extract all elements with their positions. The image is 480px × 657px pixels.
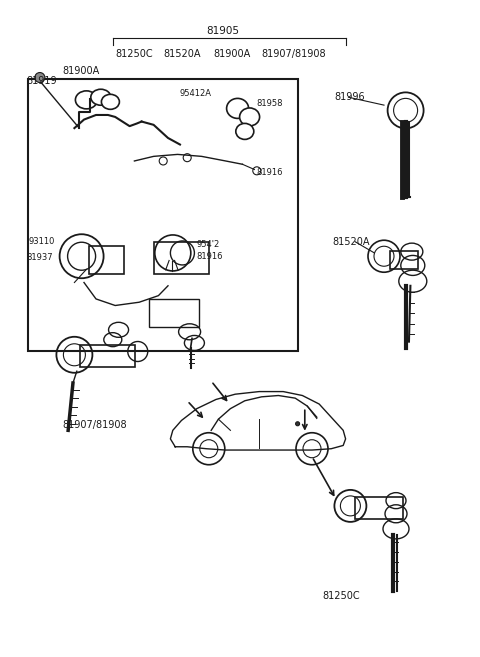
Bar bbox=[390, 251, 418, 269]
Text: 81907/81908: 81907/81908 bbox=[62, 420, 127, 430]
Text: 81905: 81905 bbox=[207, 26, 240, 36]
Text: 81900A: 81900A bbox=[214, 49, 251, 59]
Circle shape bbox=[159, 157, 167, 165]
Text: 81250C: 81250C bbox=[323, 591, 360, 601]
Circle shape bbox=[296, 422, 300, 426]
Bar bbox=[80, 345, 135, 367]
Ellipse shape bbox=[75, 91, 97, 109]
Bar bbox=[154, 242, 209, 274]
Text: 93110: 93110 bbox=[29, 237, 55, 246]
Text: 81250C: 81250C bbox=[115, 49, 153, 59]
Text: 81900A: 81900A bbox=[62, 66, 100, 76]
Text: 81520A: 81520A bbox=[332, 237, 370, 246]
Circle shape bbox=[183, 154, 191, 162]
Circle shape bbox=[35, 72, 45, 83]
Text: 81907/81908: 81907/81908 bbox=[262, 49, 326, 59]
Ellipse shape bbox=[227, 99, 249, 118]
Text: 954'2: 954'2 bbox=[197, 240, 220, 249]
Text: 81916: 81916 bbox=[197, 252, 223, 261]
Text: 81916: 81916 bbox=[257, 168, 283, 177]
Text: 95412A: 95412A bbox=[180, 89, 212, 98]
Circle shape bbox=[253, 167, 261, 175]
Text: 81996: 81996 bbox=[334, 92, 365, 102]
Ellipse shape bbox=[101, 95, 120, 109]
Ellipse shape bbox=[240, 108, 260, 126]
Ellipse shape bbox=[236, 124, 254, 139]
Bar bbox=[28, 79, 298, 351]
Text: 81958: 81958 bbox=[257, 99, 283, 108]
Text: 81520A: 81520A bbox=[163, 49, 201, 59]
Ellipse shape bbox=[91, 89, 111, 105]
Bar bbox=[149, 299, 199, 327]
Text: 81937: 81937 bbox=[26, 253, 53, 262]
Bar bbox=[355, 497, 403, 518]
Text: 81919: 81919 bbox=[26, 76, 57, 85]
Bar bbox=[89, 246, 124, 275]
